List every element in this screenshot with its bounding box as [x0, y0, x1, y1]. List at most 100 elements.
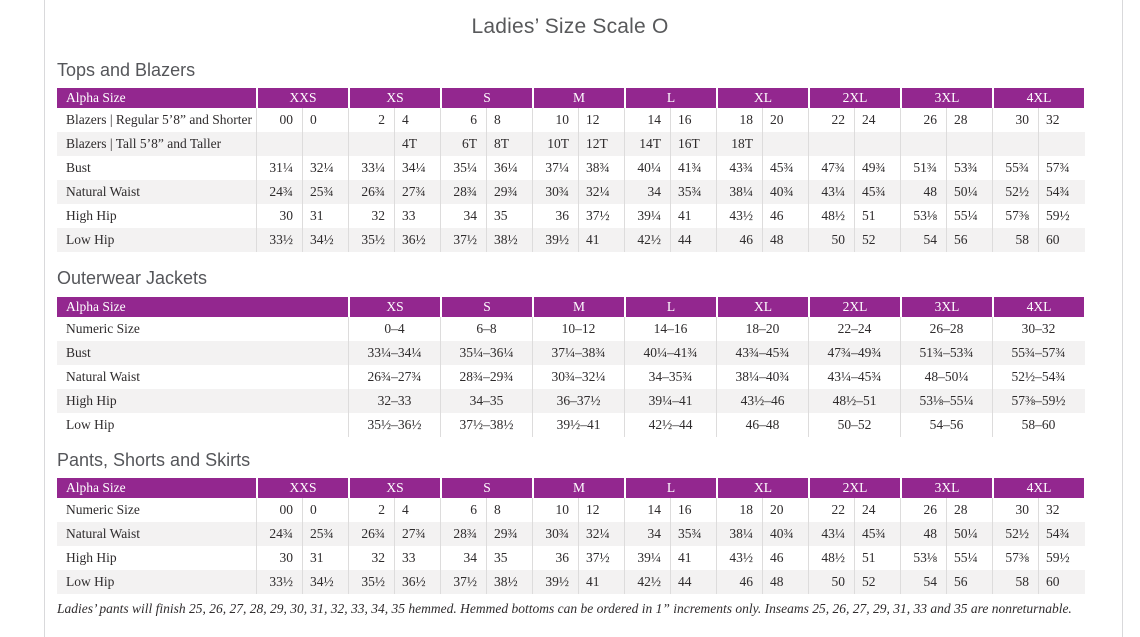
header-cell-size-3xl: 3XL [902, 478, 992, 498]
size-cell: 28¾ [440, 180, 486, 204]
size-cell: 8 [486, 498, 532, 522]
size-cell: 26–28 [900, 317, 992, 341]
row-label: Low Hip [66, 574, 115, 589]
size-cell: 12T [578, 132, 624, 156]
size-cell: 33¼–34¼ [348, 341, 440, 365]
table-body-pants-shorts-and-skirts: Numeric Size 00 0 2 4 6 8 10 12 14 16 18 20 22 24 26 28 3… [57, 498, 1085, 594]
size-cell: 41 [578, 228, 624, 252]
size-table-tops-and-blazers: Alpha Size XXS XS S M L XL 2XL 3XL 4XL Blazers | R… [57, 88, 1085, 252]
size-cell: 30¾–32¼ [532, 365, 624, 389]
size-cell: 4 [394, 498, 440, 522]
size-cell: 32–33 [348, 389, 440, 413]
size-cell: 14T [624, 132, 670, 156]
header-cell-size-xs: XS [350, 88, 440, 108]
size-cell: 24 [854, 498, 900, 522]
table-row-natural-waist: Natural Waist 26¾–27¾ 28¾–29¾ 30¾–32¼ 34–35¾… [57, 365, 1085, 389]
section-title-tops-and-blazers: Tops and Blazers [57, 60, 196, 80]
size-cell [992, 132, 1038, 156]
row-label: High Hip [66, 550, 117, 565]
size-cell: 34 [624, 180, 670, 204]
header-cell-size-3xl: 3XL [902, 297, 992, 317]
size-cell: 40¾ [762, 522, 808, 546]
size-cell: 2 [348, 498, 394, 522]
size-cell: 52½ [992, 522, 1038, 546]
header-cell-size-xs: XS [350, 478, 440, 498]
size-cell: 38½ [486, 570, 532, 594]
size-cell: 32¼ [578, 180, 624, 204]
size-cell: 26 [900, 498, 946, 522]
size-cell: 43¼ [808, 180, 854, 204]
size-cell: 38½ [486, 228, 532, 252]
size-cell: 57⅜–59½ [992, 389, 1084, 413]
size-cell: 53⅛ [900, 546, 946, 570]
size-cell: 40¼–41¾ [624, 341, 716, 365]
size-cell: 56 [946, 228, 992, 252]
size-cell: 46 [716, 570, 762, 594]
table-row-high-hip: High Hip 30 31 32 33 34 35 36 37½ 39¼ 41 43½ 46 48½ 51… [57, 546, 1085, 570]
size-cell: 40¾ [762, 180, 808, 204]
size-cell: 39¼ [624, 204, 670, 228]
section-title-outerwear-jackets: Outerwear Jackets [57, 268, 208, 288]
size-cell: 48–50¼ [900, 365, 992, 389]
size-cell: 42½ [624, 228, 670, 252]
header-cell-size-xs: XS [350, 297, 440, 317]
size-cell: 30¾ [532, 522, 578, 546]
header-cell-size-2xl: 2XL [810, 297, 900, 317]
size-cell: 14–16 [624, 317, 716, 341]
size-cell: 32 [348, 204, 394, 228]
size-cell: 46 [762, 546, 808, 570]
size-cell: 50–52 [808, 413, 900, 437]
size-cell: 32 [1038, 498, 1084, 522]
size-cell: 34 [624, 522, 670, 546]
size-cell: 44 [670, 570, 716, 594]
size-cell: 54¾ [1038, 180, 1084, 204]
size-cell: 37½ [440, 228, 486, 252]
size-cell [762, 132, 808, 156]
size-cell: 43¾ [716, 156, 762, 180]
size-cell: 48½ [808, 546, 854, 570]
size-cell: 35½ [348, 570, 394, 594]
size-cell: 31¼ [256, 156, 302, 180]
size-cell: 41¾ [670, 156, 716, 180]
size-cell: 34½ [302, 228, 348, 252]
size-cell: 35¾ [670, 180, 716, 204]
size-cell: 0 [302, 498, 348, 522]
size-cell: 51 [854, 204, 900, 228]
size-cell: 42½–44 [624, 413, 716, 437]
size-cell: 26¾ [348, 522, 394, 546]
size-cell: 10T [532, 132, 578, 156]
size-cell: 37½ [578, 204, 624, 228]
size-cell: 27¾ [394, 522, 440, 546]
size-cell: 32¼ [578, 522, 624, 546]
row-label: High Hip [66, 208, 117, 223]
size-cell: 28 [946, 498, 992, 522]
size-cell: 16 [670, 108, 716, 132]
table-row-high-hip: High Hip 30 31 32 33 34 35 36 37½ 39¼ 41 43½ 46 48½ 51… [57, 204, 1085, 228]
page-title: Ladies’ Size Scale O [471, 15, 669, 38]
size-cell: 52 [854, 570, 900, 594]
size-cell: 57⅜ [992, 546, 1038, 570]
size-cell: 36¼ [486, 156, 532, 180]
header-cell-size-l: L [626, 88, 716, 108]
size-cell: 6–8 [440, 317, 532, 341]
size-cell: 0–4 [348, 317, 440, 341]
table-row-bust: Bust 33¼–34¼ 35¼–36¼ 37¼–38¾ 40¼–41¾ 43¾–45¾ 4… [57, 341, 1085, 365]
size-cell: 39½–41 [532, 413, 624, 437]
size-cell: 48 [900, 522, 946, 546]
size-cell: 28¾ [440, 522, 486, 546]
size-chart-content: Tops and Blazers Alpha Size XXS XS S M L XL 2XL 3… [57, 60, 1085, 617]
size-cell: 41 [670, 546, 716, 570]
header-cell-size-s: S [442, 478, 532, 498]
size-cell: 39½ [532, 228, 578, 252]
row-label: Numeric Size [66, 321, 140, 336]
row-label: Natural Waist [66, 369, 141, 384]
size-cell: 48½ [808, 204, 854, 228]
table-body-outerwear-jackets: Numeric Size 0–4 6–8 10–12 14–16 18–20 22–24 26… [57, 317, 1085, 437]
size-cell: 12 [578, 108, 624, 132]
size-cell: 00 [256, 108, 302, 132]
size-cell: 35¾ [670, 522, 716, 546]
size-cell: 16 [670, 498, 716, 522]
size-cell: 22 [808, 108, 854, 132]
size-cell: 53⅛–55¼ [900, 389, 992, 413]
header-cell-size-4xl: 4XL [994, 88, 1084, 108]
